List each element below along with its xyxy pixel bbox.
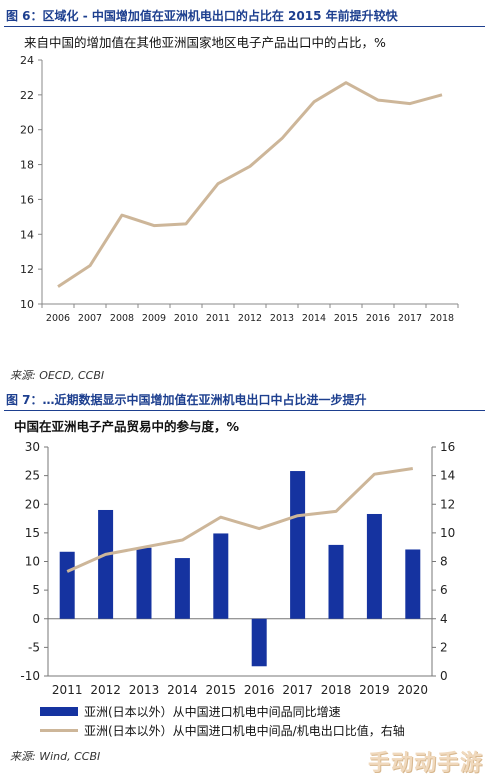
left-y-tick-label: 15	[25, 526, 40, 540]
x-tick-label: 2016	[244, 683, 275, 697]
figure7-title: 图 7：…近期数据显示中国增加值在亚洲机电出口中占比进一步提升	[6, 393, 367, 407]
ratio-line	[66, 466, 414, 573]
left-y-tick-label: 10	[25, 555, 40, 569]
bar	[251, 618, 267, 667]
legend-swatch-line	[40, 729, 78, 732]
bar	[174, 558, 190, 619]
y-tick-label: 22	[20, 89, 34, 102]
figure7-combo-chart: -10 -5 0 5 10 15 20 25 30 0 2 4 6 8 10 12 14 16 2011 2012 20…	[20, 440, 455, 697]
x-tick-label: 2014	[167, 683, 198, 697]
bar	[98, 509, 114, 619]
left-y-tick-label: 20	[25, 497, 40, 511]
right-y-tick-label: 2	[440, 640, 448, 654]
bar	[290, 471, 306, 619]
x-tick-label: 2015	[334, 313, 358, 324]
y-tick-label: 20	[20, 124, 34, 137]
right-y-tick-label: 0	[440, 669, 448, 683]
y-tick-label: 18	[20, 159, 34, 172]
figure7-title-rule	[4, 410, 485, 411]
right-y-tick-label: 10	[440, 526, 455, 540]
right-y-tick-label: 6	[440, 583, 448, 597]
y-tick-label: 14	[20, 228, 34, 241]
figure6-title-rule	[4, 26, 485, 27]
left-y-tick-label: 5	[32, 583, 40, 597]
legend-item-bars: 亚洲(日本以外）从中国进口机电中间品同比增速	[40, 703, 341, 720]
x-tick-label: 2013	[129, 683, 160, 697]
series-line	[57, 81, 443, 288]
legend-label-bars: 亚洲(日本以外）从中国进口机电中间品同比增速	[84, 705, 341, 719]
figure6-source: 来源: OECD, CCBI	[10, 369, 105, 382]
x-tick-label: 2016	[366, 313, 390, 324]
left-y-tick-label: 0	[32, 612, 40, 626]
x-tick-label: 2018	[430, 313, 454, 324]
figure7-source: 来源: Wind, CCBI	[10, 750, 101, 763]
right-y-tick-label: 12	[440, 497, 455, 511]
right-y-tick-label: 16	[440, 440, 455, 454]
x-tick-label: 2019	[359, 683, 390, 697]
legend-label-line: 亚洲(日本以外）从中国进口机电中间品/机电出口比值，右轴	[84, 724, 405, 738]
bar	[328, 544, 344, 619]
bar	[405, 549, 421, 619]
y-tick-label: 16	[20, 193, 34, 206]
x-tick-label: 2006	[46, 313, 70, 324]
x-tick-label: 2017	[282, 683, 313, 697]
figure6-line-chart: 10 12 14 16 18 20 22 24 2006 2007 2008 2009 2010 2011…	[20, 54, 459, 324]
bar	[59, 551, 75, 619]
y-tick-label: 24	[20, 54, 34, 67]
left-y-tick-label: -5	[28, 640, 40, 654]
x-tick-label: 2014	[302, 313, 326, 324]
y-tick-label: 10	[20, 298, 34, 311]
x-tick-label: 2013	[270, 313, 294, 324]
x-tick-label: 2010	[174, 313, 198, 324]
right-y-tick-label: 8	[440, 555, 448, 569]
right-y-tick-label: 14	[440, 469, 455, 483]
x-tick-label: 2011	[52, 683, 83, 697]
y-tick-label: 12	[20, 263, 34, 276]
x-tick-label: 2012	[238, 313, 262, 324]
x-tick-label: 2012	[90, 683, 121, 697]
x-tick-label: 2020	[398, 683, 429, 697]
left-y-tick-label: -10	[20, 669, 40, 683]
left-y-tick-label: 30	[25, 440, 40, 454]
x-tick-label: 2009	[142, 313, 166, 324]
legend-swatch-bar	[40, 707, 78, 716]
figure7-subtitle: 中国在亚洲电子产品贸易中的参与度，%	[14, 419, 240, 434]
legend-item-line: 亚洲(日本以外）从中国进口机电中间品/机电出口比值，右轴	[40, 722, 405, 739]
bar	[136, 547, 152, 619]
figure6-title: 图 6：区域化 - 中国增加值在亚洲机电出口的占比在 2015 年前提升较快	[6, 9, 398, 23]
bar	[213, 533, 229, 619]
x-tick-label: 2018	[321, 683, 352, 697]
watermark-logo: 手动动手游	[367, 751, 483, 776]
x-tick-label: 2015	[206, 683, 237, 697]
left-y-tick-label: 25	[25, 469, 40, 483]
x-tick-label: 2008	[110, 313, 134, 324]
right-y-tick-label: 4	[440, 612, 448, 626]
bar	[366, 513, 382, 619]
x-tick-label: 2007	[78, 313, 102, 324]
figure6-subtitle: 来自中国的增加值在其他亚洲国家地区电子产品出口中的占比，%	[24, 35, 386, 50]
x-tick-label: 2011	[206, 313, 230, 324]
x-tick-label: 2017	[398, 313, 422, 324]
